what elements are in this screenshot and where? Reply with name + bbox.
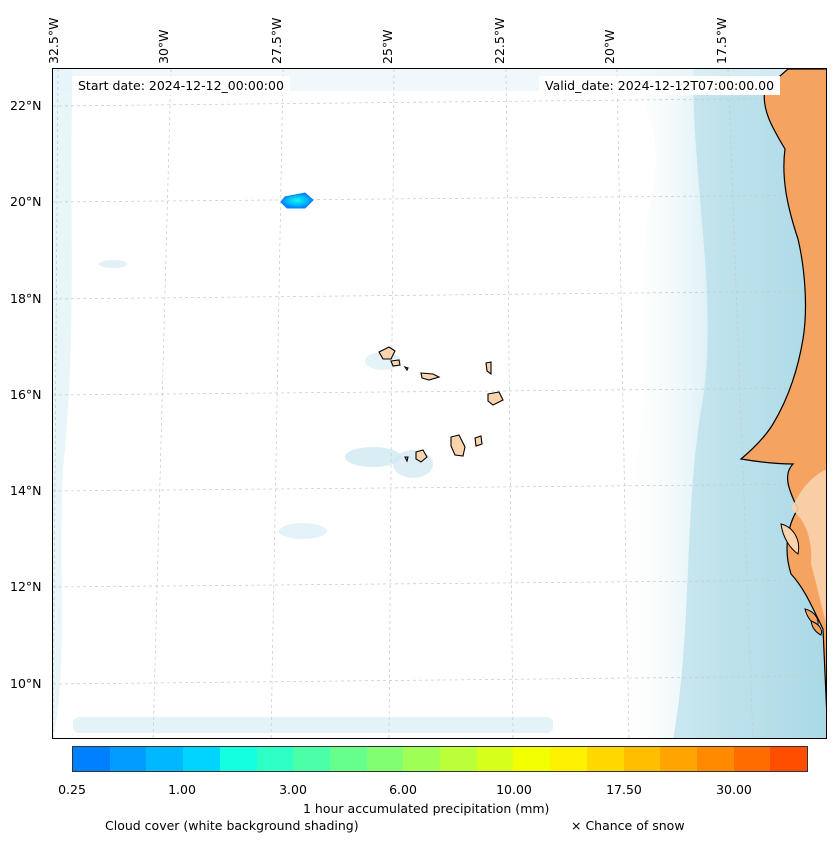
colorbar-cell xyxy=(293,747,330,771)
lon-label-30w: 30°W xyxy=(156,29,171,64)
precipitation-cell xyxy=(280,192,314,209)
africa-land xyxy=(739,69,826,709)
colorbar-cell xyxy=(586,747,624,771)
colorbar-tick-0-25: 0.25 xyxy=(58,782,86,797)
lat-label-10n: 10°N xyxy=(10,676,42,691)
valid-date-label: Valid_date: 2024-12-12T07:00:00.00 xyxy=(539,76,781,95)
colorbar-cell xyxy=(660,747,697,771)
lat-label-12n: 12°N xyxy=(10,579,42,594)
colorbar-cell xyxy=(146,747,184,771)
lon-label-20w: 20°W xyxy=(602,29,617,64)
cloud-cover-note: Cloud cover (white background shading) xyxy=(105,818,359,833)
colorbar-tick-6-00: 6.00 xyxy=(389,782,417,797)
colorbar-cell xyxy=(733,747,771,771)
lat-label-18n: 18°N xyxy=(10,291,42,306)
colorbar-cell xyxy=(329,747,367,771)
snow-note: × Chance of snow xyxy=(571,818,685,833)
colorbar-cell xyxy=(440,747,477,771)
lon-label-22-5w: 22.5°W xyxy=(492,17,507,64)
precipitation-colorbar xyxy=(72,746,808,772)
colorbar-cell xyxy=(403,747,441,771)
colorbar-tick-10-00: 10.00 xyxy=(496,782,532,797)
map-panel[interactable] xyxy=(52,68,827,739)
colorbar-cell xyxy=(770,747,808,771)
cloud-cover-shading xyxy=(53,69,826,738)
colorbar-tick-3-00: 3.00 xyxy=(279,782,307,797)
lat-label-14n: 14°N xyxy=(10,483,42,498)
lat-label-16n: 16°N xyxy=(10,387,42,402)
lon-label-27-5w: 27.5°W xyxy=(269,17,284,64)
colorbar-cell xyxy=(696,747,734,771)
lon-label-25w: 25°W xyxy=(380,29,395,64)
colorbar-cell xyxy=(550,747,587,771)
colorbar-cell xyxy=(256,747,294,771)
colorbar-tick-1-00: 1.00 xyxy=(168,782,196,797)
colorbar-tick-17-50: 17.50 xyxy=(606,782,642,797)
colorbar-title: 1 hour accumulated precipitation (mm) xyxy=(303,801,550,816)
lon-label-32-5w: 32.5°W xyxy=(46,17,61,64)
colorbar-cell xyxy=(513,747,551,771)
colorbar-cell xyxy=(476,747,514,771)
colorbar-cell xyxy=(219,747,257,771)
start-date-label: Start date: 2024-12-12_00:00:00 xyxy=(72,76,290,95)
colorbar-cell xyxy=(183,747,220,771)
lat-label-22n: 22°N xyxy=(10,98,42,113)
colorbar-tick-30-00: 30.00 xyxy=(716,782,752,797)
colorbar-cell xyxy=(109,747,147,771)
lon-label-17-5w: 17.5°W xyxy=(714,17,729,64)
lat-label-20n: 20°N xyxy=(10,194,42,209)
colorbar-cell xyxy=(366,747,404,771)
colorbar-cell xyxy=(623,747,661,771)
map-canvas xyxy=(53,69,826,738)
cape-verde-islands xyxy=(378,346,504,463)
colorbar-cell xyxy=(73,747,110,771)
graticule xyxy=(53,69,826,738)
